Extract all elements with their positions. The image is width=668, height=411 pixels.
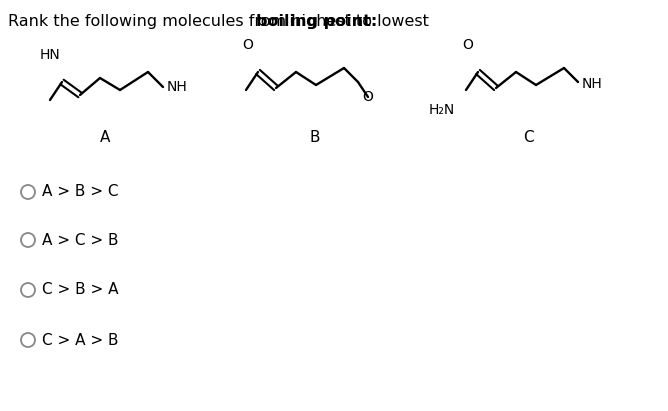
Text: A > B > C: A > B > C — [42, 185, 118, 199]
Text: O: O — [242, 38, 253, 52]
Text: C > B > A: C > B > A — [42, 282, 118, 298]
Text: O: O — [362, 90, 373, 104]
Text: NH: NH — [167, 80, 188, 94]
Text: O: O — [462, 38, 474, 52]
Text: C: C — [522, 130, 533, 145]
Text: boiling point:: boiling point: — [257, 14, 377, 29]
Text: Rank the following molecules from highest to lowest: Rank the following molecules from highes… — [8, 14, 434, 29]
Text: C > A > B: C > A > B — [42, 332, 118, 347]
Text: B: B — [310, 130, 320, 145]
Text: HN: HN — [40, 48, 61, 62]
Text: NH: NH — [582, 77, 603, 91]
Text: A > C > B: A > C > B — [42, 233, 118, 247]
Text: A: A — [100, 130, 110, 145]
Text: H₂N: H₂N — [429, 103, 455, 117]
